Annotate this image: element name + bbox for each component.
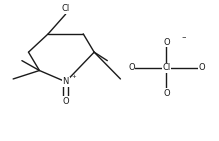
Text: O: O <box>163 38 170 47</box>
Text: O: O <box>198 63 205 72</box>
Text: +: + <box>71 74 76 79</box>
Text: O: O <box>163 89 170 98</box>
Text: −: − <box>182 34 186 39</box>
Text: O: O <box>128 63 135 72</box>
Text: O: O <box>62 97 69 106</box>
Text: Cl: Cl <box>162 63 171 72</box>
Text: N: N <box>62 77 69 86</box>
Text: Cl: Cl <box>62 4 70 13</box>
